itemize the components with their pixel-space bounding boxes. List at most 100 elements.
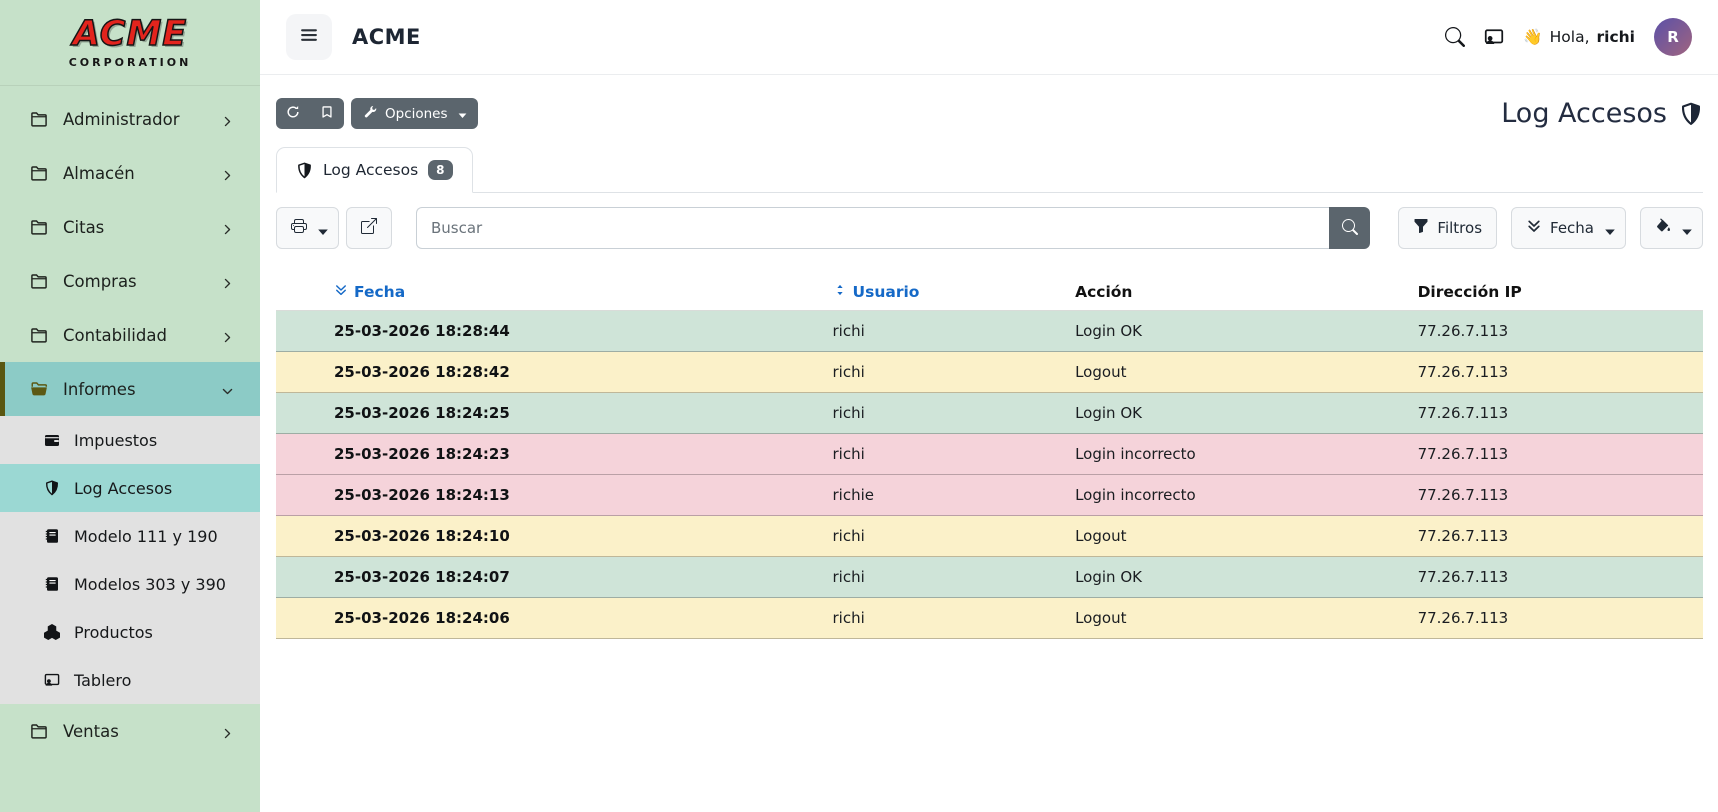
chevron-right-icon (221, 221, 234, 234)
avatar[interactable]: R (1654, 18, 1692, 56)
cell-usuario: richi (833, 363, 1076, 381)
sidebar-submenu: Impuestos Log Accesos Modelo 111 y 190 Mode… (0, 416, 260, 704)
sidebar-item-citas[interactable]: Citas (0, 200, 260, 254)
cell-usuario: richi (833, 404, 1076, 422)
folder-open-icon (30, 380, 48, 398)
session-monitor-icon[interactable] (1484, 27, 1504, 47)
sidebar: ACME CORPORATION Administrador Almacén Cit… (0, 0, 260, 812)
chevron-right-icon (221, 275, 234, 288)
sidebar-item-productos[interactable]: Productos (0, 608, 260, 656)
color-fill-dropdown-button[interactable] (1640, 207, 1703, 249)
search-icon[interactable] (1445, 27, 1465, 47)
column-header-fecha[interactable]: Fecha (276, 283, 833, 301)
sidebar-item-label: Impuestos (74, 431, 157, 450)
sidebar-item-compras[interactable]: Compras (0, 254, 260, 308)
cell-usuario: richi (833, 609, 1076, 627)
tab-bar: Log Accesos 8 (276, 147, 1703, 193)
cell-accion: Login OK (1075, 568, 1417, 586)
cell-accion: Login OK (1075, 322, 1417, 340)
fecha-label: Fecha (1550, 219, 1594, 237)
chevron-right-icon (221, 167, 234, 180)
filters-button[interactable]: Filtros (1398, 207, 1497, 249)
cell-accion: Logout (1075, 609, 1417, 627)
menu-toggle-button[interactable] (286, 14, 332, 60)
sidebar-item-modelos-303-y-390[interactable]: Modelos 303 y 390 (0, 560, 260, 608)
table-row[interactable]: 25-03-2026 18:24:23richiLogin incorrecto… (276, 434, 1703, 475)
topbar: ACME 👋 Hola, richi R (260, 0, 1718, 75)
sidebar-item-label: Citas (63, 218, 104, 237)
sidebar-nav: Administrador Almacén Citas ComprasContabil… (0, 86, 260, 758)
sidebar-item-tablero[interactable]: Tablero (0, 656, 260, 704)
app-window: ACME CORPORATION Administrador Almacén Cit… (0, 0, 1718, 812)
sidebar-item-contabilidad[interactable]: Contabilidad (0, 308, 260, 362)
toolbar-left (276, 207, 392, 249)
table-row[interactable]: 25-03-2026 18:24:13richieLogin incorrect… (276, 475, 1703, 516)
table-row[interactable]: 25-03-2026 18:24:07richiLogin OK77.26.7.… (276, 557, 1703, 598)
folder-icon (30, 272, 48, 290)
cell-fecha: 25-03-2026 18:24:25 (276, 404, 833, 422)
column-label: Acción (1075, 283, 1132, 301)
list-toolbar: Filtros Fecha (276, 207, 1703, 249)
cell-ip: 77.26.7.113 (1418, 527, 1703, 545)
paint-bucket-icon (1655, 218, 1671, 238)
cell-usuario: richi (833, 445, 1076, 463)
sidebar-item-label: Almacén (63, 164, 135, 183)
table-row[interactable]: 25-03-2026 18:24:06richiLogout77.26.7.11… (276, 598, 1703, 639)
print-dropdown-button[interactable] (276, 207, 339, 249)
cell-ip: 77.26.7.113 (1418, 363, 1703, 381)
bookmark-button[interactable] (310, 98, 344, 129)
tab-label: Log Accesos (323, 161, 418, 179)
boxes-icon (44, 624, 60, 640)
journal-icon (44, 576, 60, 592)
toolbar-right: Filtros Fecha (1398, 207, 1703, 249)
column-header-usuario[interactable]: Usuario (833, 283, 1076, 301)
cell-ip: 77.26.7.113 (1418, 568, 1703, 586)
sidebar-item-ventas[interactable]: Ventas (0, 704, 260, 758)
table-body: 25-03-2026 18:28:44richiLogin OK77.26.7.… (276, 311, 1703, 639)
cell-accion: Logout (1075, 527, 1417, 545)
sidebar-item-label: Log Accesos (74, 479, 172, 498)
printer-icon (291, 218, 307, 238)
search-input[interactable] (416, 207, 1329, 249)
main-content: Opciones Log Accesos Log Accesos 8 (260, 76, 1718, 812)
options-dropdown-button[interactable]: Opciones (351, 98, 478, 129)
date-sort-dropdown-button[interactable]: Fecha (1511, 207, 1626, 249)
sidebar-item-label: Modelo 111 y 190 (74, 527, 218, 546)
cell-accion: Login OK (1075, 404, 1417, 422)
page-title-area: Log Accesos (1501, 98, 1703, 129)
export-button[interactable] (346, 207, 392, 249)
sidebar-item-impuestos[interactable]: Impuestos (0, 416, 260, 464)
table-row[interactable]: 25-03-2026 18:28:44richiLogin OK77.26.7.… (276, 311, 1703, 352)
logo-subtext: CORPORATION (0, 56, 260, 69)
table-row[interactable]: 25-03-2026 18:28:42richiLogout77.26.7.11… (276, 352, 1703, 393)
folder-icon (30, 218, 48, 236)
chevron-right-icon (221, 329, 234, 342)
column-label: Usuario (853, 283, 920, 301)
sidebar-item-almacen[interactable]: Almacén (0, 146, 260, 200)
sidebar-item-informes[interactable]: Informes (0, 362, 260, 416)
tab-log-accesos[interactable]: Log Accesos 8 (276, 147, 473, 193)
sidebar-item-administrador[interactable]: Administrador (0, 92, 260, 146)
folder-icon (30, 326, 48, 344)
sidebar-item-log-accesos[interactable]: Log Accesos (0, 464, 260, 512)
cell-fecha: 25-03-2026 18:24:07 (276, 568, 833, 586)
cell-ip: 77.26.7.113 (1418, 445, 1703, 463)
refresh-button[interactable] (276, 98, 310, 129)
page-title: Log Accesos (1501, 98, 1667, 129)
bookmark-icon (320, 104, 334, 123)
table-row[interactable]: 25-03-2026 18:24:25richiLogin OK77.26.7.… (276, 393, 1703, 434)
funnel-icon (1413, 218, 1429, 238)
cell-accion: Login incorrecto (1075, 486, 1417, 504)
sidebar-item-label: Administrador (63, 110, 179, 129)
caret-down-icon (456, 109, 465, 118)
column-label: Dirección IP (1418, 283, 1522, 301)
external-link-icon (361, 218, 377, 238)
company-logo: ACME CORPORATION (0, 0, 260, 86)
sidebar-item-modelo-111-y-190[interactable]: Modelo 111 y 190 (0, 512, 260, 560)
log-table: Fecha Usuario Acción Dirección IP 25-03-… (276, 273, 1703, 639)
cell-accion: Logout (1075, 363, 1417, 381)
search-submit-button[interactable] (1329, 207, 1370, 249)
wave-emoji: 👋 (1523, 28, 1542, 46)
cell-ip: 77.26.7.113 (1418, 404, 1703, 422)
table-row[interactable]: 25-03-2026 18:24:10richiLogout77.26.7.11… (276, 516, 1703, 557)
